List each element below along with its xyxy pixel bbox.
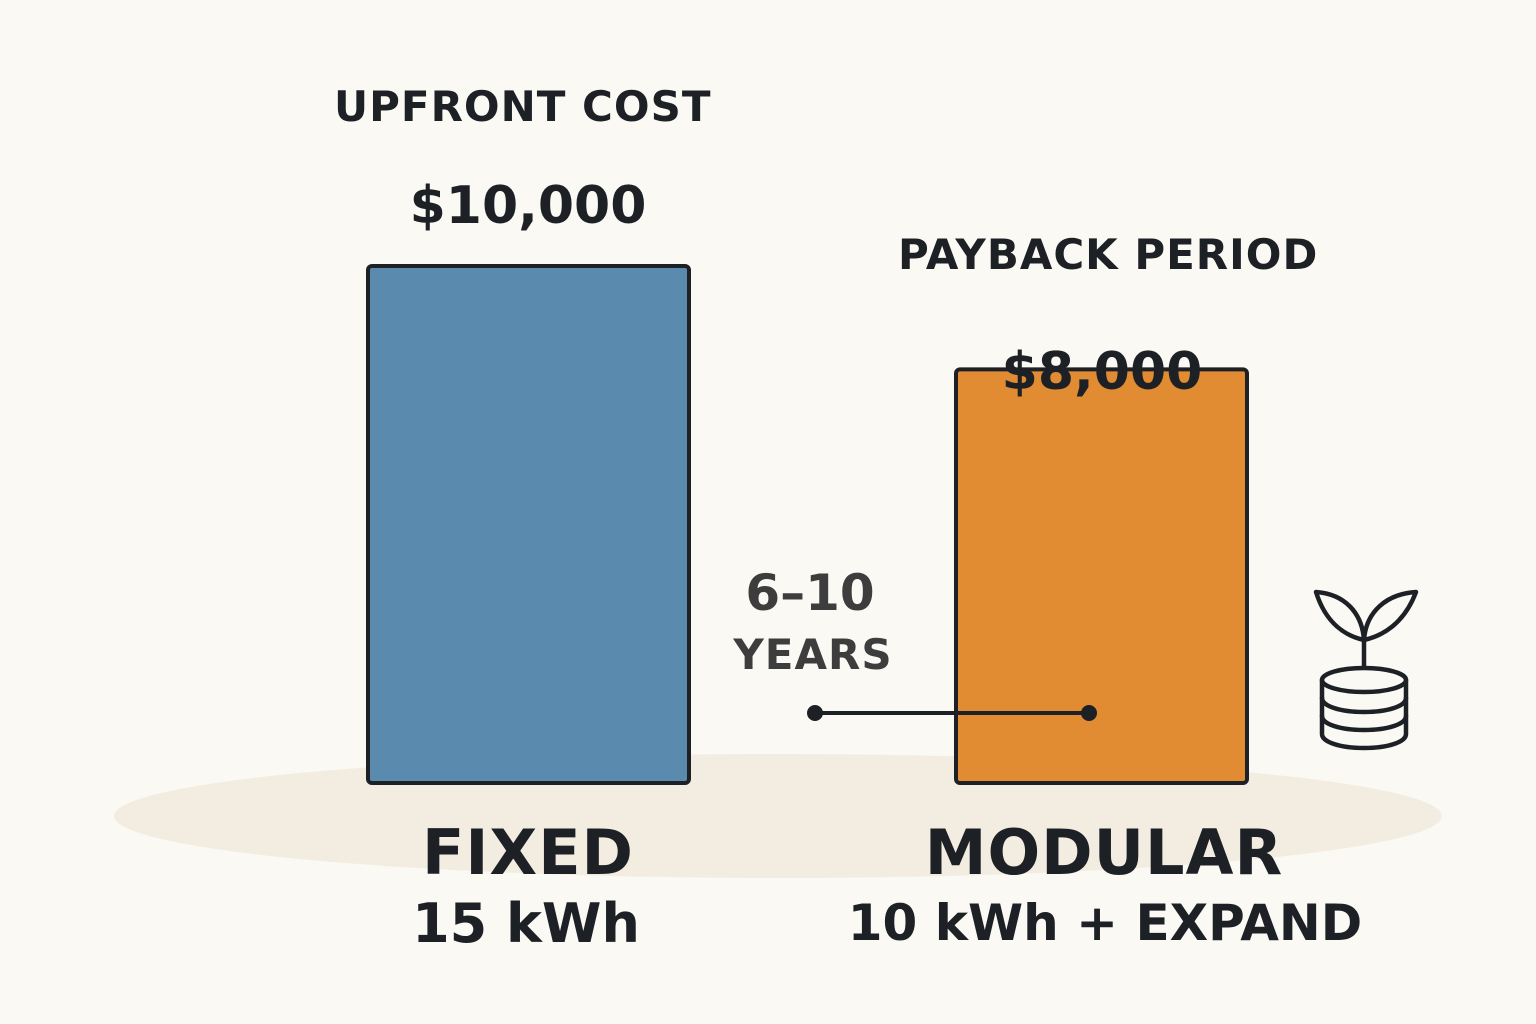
data-label-fixed: $10,000	[409, 176, 647, 236]
payback-connector	[807, 705, 1097, 721]
upfront-cost-heading: UPFRONT COST	[334, 82, 712, 131]
payback-connector-end-dot	[1081, 705, 1097, 721]
payback-value: 6–10	[745, 564, 875, 622]
bars-group	[366, 264, 1249, 785]
bar-modular	[954, 367, 1249, 785]
plant-on-coins-icon	[1313, 589, 1419, 751]
payback-connector-start-dot	[807, 705, 823, 721]
payback-period-heading: PAYBACK PERIOD	[898, 230, 1319, 279]
bar-fixed	[366, 264, 691, 785]
category-label-fixed: FIXED	[421, 816, 635, 889]
data-label-modular: $8,000	[1001, 342, 1203, 402]
category-label-modular: MODULAR	[924, 816, 1284, 889]
category-sublabel-modular: 10 kWh + EXPAND	[847, 894, 1363, 952]
category-sublabel-fixed: 15 kWh	[412, 892, 640, 955]
payback-unit: YEARS	[733, 630, 893, 679]
